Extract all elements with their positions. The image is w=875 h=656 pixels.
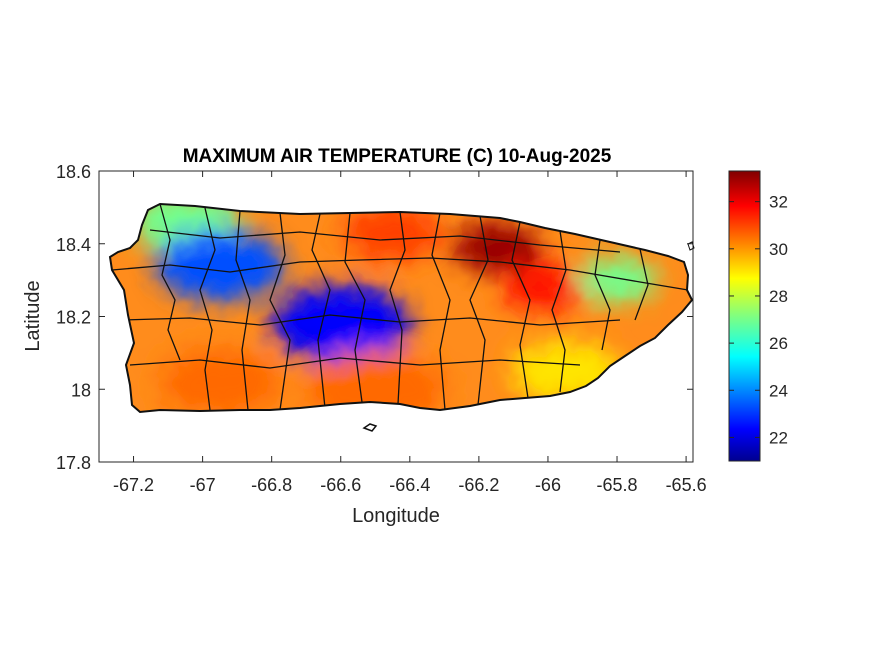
municipality-boundaries — [111, 204, 689, 411]
temperature-blob — [451, 222, 542, 273]
y-tick-label: 17.8 — [56, 453, 91, 473]
colorbar-tick-label: 30 — [769, 240, 788, 259]
colorbar — [728, 170, 761, 462]
x-tick-label: -65.6 — [666, 475, 707, 495]
y-tick-label: 18.2 — [56, 308, 91, 328]
colorbar-tick-label: 32 — [769, 193, 788, 212]
temperature-blob — [270, 285, 411, 363]
colorbar-tick-label: 28 — [769, 287, 788, 306]
islet-caja-de-muertos — [362, 423, 378, 432]
colorbar-tick-label: 26 — [769, 334, 788, 353]
x-tick-label: -66.8 — [251, 475, 292, 495]
y-tick-label: 18 — [71, 380, 91, 400]
temperature-blob — [577, 258, 658, 303]
x-tick-label: -66 — [535, 475, 561, 495]
y-tick-label: 18.6 — [56, 162, 91, 182]
x-tick-label: -67 — [190, 475, 216, 495]
temperature-blob — [159, 348, 280, 412]
islet-east — [687, 241, 695, 251]
x-tick-label: -67.2 — [113, 475, 154, 495]
colorbar-tick-label: 22 — [769, 428, 788, 447]
x-tick-label: -66.6 — [320, 475, 361, 495]
x-tick-label: -66.4 — [389, 475, 430, 495]
y-axis-label: Latitude — [22, 280, 44, 351]
colorbar-tick-label: 24 — [769, 381, 788, 400]
map-title: MAXIMUM AIR TEMPERATURE (C) 10-Aug-2025 — [183, 146, 612, 167]
temperature-blob — [502, 262, 593, 313]
y-tick-label: 18.4 — [56, 235, 91, 255]
temperature-blob — [154, 229, 285, 302]
x-tick-label: -66.2 — [458, 475, 499, 495]
temperature-blob — [342, 205, 443, 261]
x-tick-label: -65.8 — [597, 475, 638, 495]
x-axis-label: Longitude — [352, 505, 440, 527]
